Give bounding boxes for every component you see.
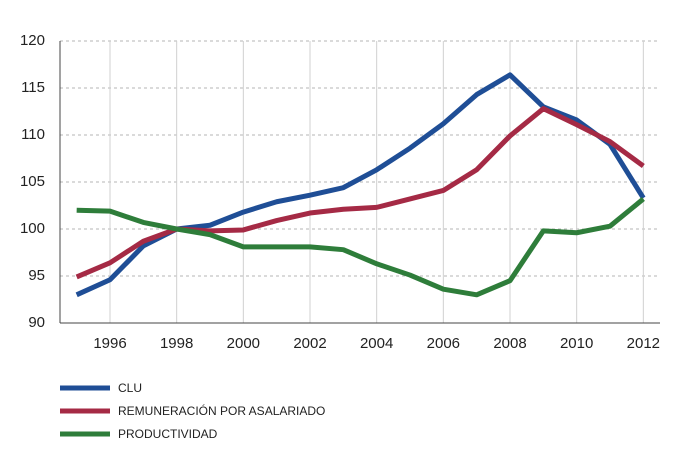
x-tick-label: 2010 xyxy=(560,335,593,352)
series-line xyxy=(75,106,645,280)
y-tick-label: 90 xyxy=(28,314,45,331)
x-tick-label: 2006 xyxy=(427,335,460,352)
y-tick-label: 120 xyxy=(20,32,45,49)
x-tick-label: 1998 xyxy=(160,335,193,352)
series-line xyxy=(75,72,646,298)
x-tick-label: 2002 xyxy=(293,335,326,352)
y-tick-label: 95 xyxy=(28,267,45,284)
x-tick-label: 2004 xyxy=(360,335,393,352)
y-tick-label: 115 xyxy=(21,79,45,96)
y-tick-label: 110 xyxy=(21,126,45,143)
legend-label: PRODUCTIVIDAD xyxy=(118,427,218,441)
series-line xyxy=(76,196,645,298)
x-tick-label: 2000 xyxy=(227,335,260,352)
legend-label: CLU xyxy=(118,381,142,395)
x-tick-label: 2012 xyxy=(627,335,660,352)
y-tick-label: 100 xyxy=(20,220,45,237)
x-tick-label: 2008 xyxy=(493,335,526,352)
y-tick-label: 105 xyxy=(20,173,45,190)
legend-label: REMUNERACIÓN POR ASALARIADO xyxy=(118,403,325,418)
x-tick-label: 1996 xyxy=(93,335,126,352)
